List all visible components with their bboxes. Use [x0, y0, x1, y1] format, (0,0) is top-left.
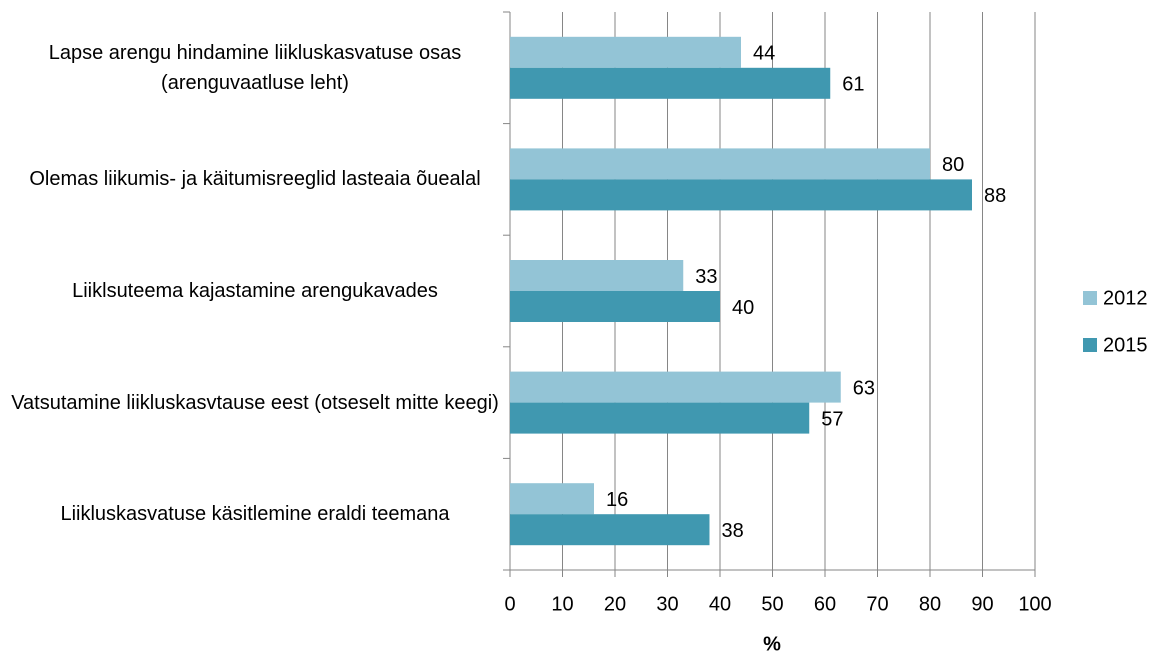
bar	[510, 260, 684, 291]
x-tick-label: 50	[761, 593, 783, 615]
x-axis-label: %	[763, 633, 781, 652]
x-tick-label: 30	[656, 593, 678, 615]
y-tick-label: Liikluskasvatuse käsitlemine eraldi teem…	[60, 503, 450, 526]
y-tick-label: Olemas liikumis- ja käitumisreeglid last…	[29, 168, 481, 191]
x-tick-label: 70	[866, 593, 888, 615]
y-tick-label: Vatsutamine liikluskasvtause eest (otses…	[11, 391, 499, 414]
data-label: 40	[732, 297, 754, 319]
legend-swatch	[1083, 338, 1097, 352]
y-tick-label: Lapse arengu hindamine liikluskasvatuse …	[48, 41, 462, 94]
legend-swatch	[1083, 291, 1097, 305]
x-tick-label: 10	[551, 593, 573, 615]
bar	[510, 514, 710, 546]
bar	[510, 402, 810, 434]
bar	[510, 67, 831, 99]
bar	[510, 179, 972, 211]
x-tick-label: 80	[919, 593, 941, 615]
x-tick-label: 60	[814, 593, 836, 615]
data-label: 80	[942, 154, 964, 176]
bar	[510, 148, 930, 180]
data-label: 16	[606, 489, 628, 511]
bar	[510, 36, 741, 68]
legend-label: 2015	[1103, 334, 1148, 356]
legend-label: 2012	[1103, 287, 1148, 309]
data-label: 57	[821, 408, 843, 430]
y-tick-label: Liiklsuteema kajastamine arengukavades	[72, 280, 438, 302]
x-tick-label: 40	[709, 593, 731, 615]
data-label: 33	[695, 266, 717, 288]
data-label: 61	[842, 74, 864, 96]
data-label: 38	[722, 520, 744, 542]
data-label: 44	[753, 43, 775, 65]
x-tick-label: 100	[1018, 593, 1051, 615]
bar	[510, 371, 841, 403]
x-tick-label: 0	[504, 593, 515, 615]
data-label: 63	[853, 377, 875, 399]
x-tick-label: 90	[971, 593, 993, 615]
data-label: 88	[984, 185, 1006, 207]
bar	[510, 291, 720, 322]
x-tick-label: 20	[604, 593, 626, 615]
bar	[510, 483, 594, 515]
